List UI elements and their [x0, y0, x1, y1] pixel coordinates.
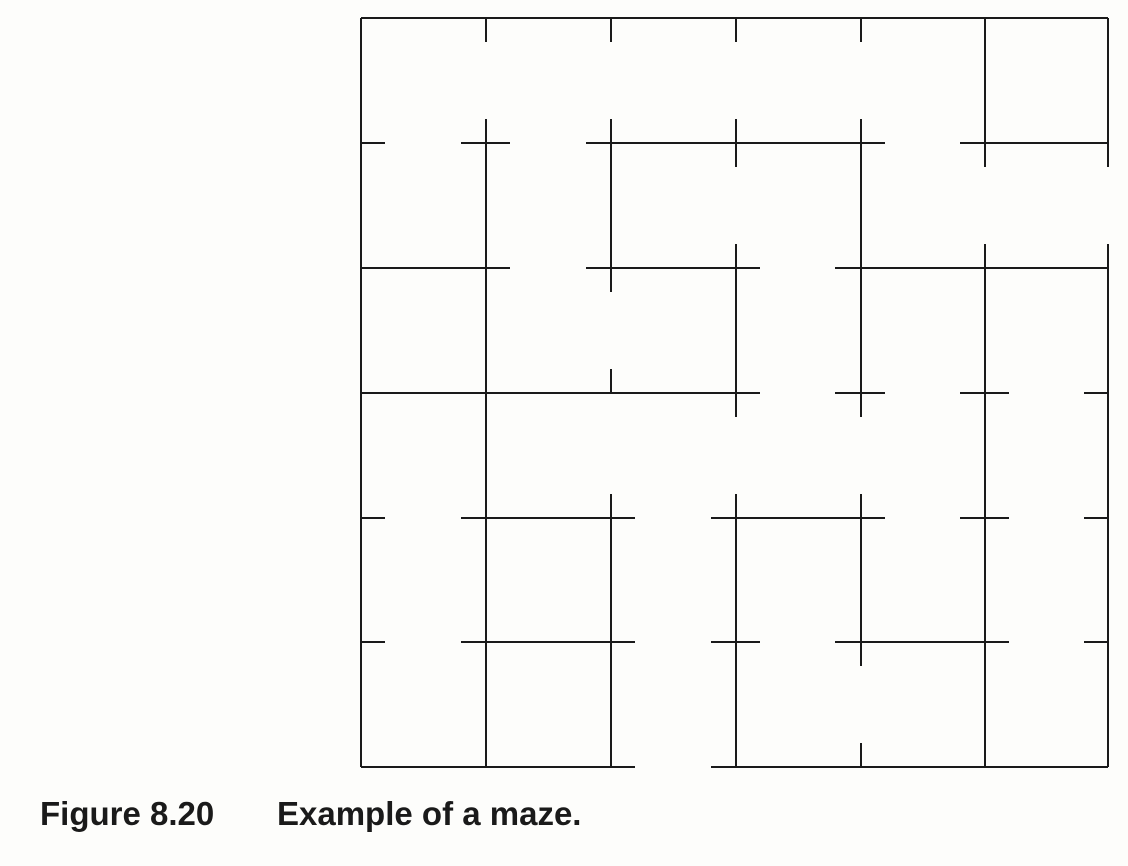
figure-caption: Figure 8.20 Example of a maze. [40, 795, 581, 833]
maze-diagram [360, 17, 1109, 768]
figure-label: Figure 8.20 [40, 795, 215, 832]
caption-text: Example of a maze. [277, 795, 582, 832]
